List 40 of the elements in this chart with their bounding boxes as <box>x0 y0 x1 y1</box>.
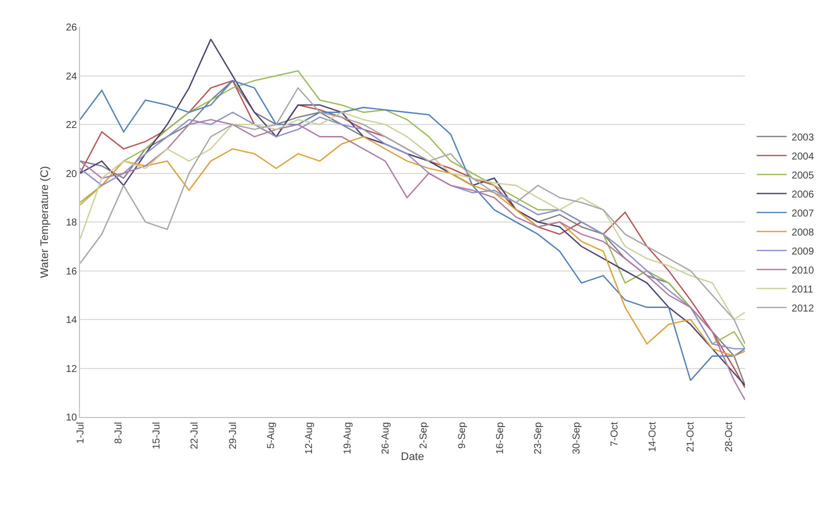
legend-label: 2003 <box>792 132 814 144</box>
y-tick-label: 24 <box>66 71 78 82</box>
legend-label: 2008 <box>792 227 814 238</box>
x-tick-label: 19-Aug <box>342 422 354 454</box>
x-tick-label: 1-Jul <box>75 422 86 444</box>
line-series <box>80 118 745 401</box>
legend-label: 2010 <box>792 265 814 276</box>
x-tick-label: 2-Sep <box>418 422 430 449</box>
y-tick-label: 14 <box>66 315 78 326</box>
legend-label: 2006 <box>792 189 814 200</box>
y-tick-label: 26 <box>66 22 78 34</box>
y-tick-label: 22 <box>66 120 78 131</box>
y-tick-label: 18 <box>66 218 78 228</box>
x-tick-label: 23-Sep <box>533 422 544 454</box>
legend-label: 2007 <box>792 208 814 220</box>
y-tick-label: 20 <box>66 168 78 180</box>
y-axis-title: Water Temperature (C) <box>39 166 51 278</box>
x-tick-label: 5-Aug <box>266 422 278 449</box>
legend-label: 2005 <box>792 170 814 182</box>
x-tick-label: 26-Aug <box>380 422 392 454</box>
x-tick-label: 7-Oct <box>609 422 620 446</box>
legend-label: 2012 <box>792 303 814 314</box>
x-tick-label: 21-Oct <box>686 422 697 452</box>
x-tick-label: 29-Jul <box>228 422 239 450</box>
x-tick-label: 28-Oct <box>724 422 735 452</box>
y-tick-label: 10 <box>66 412 78 424</box>
y-tick-label: 12 <box>66 364 78 375</box>
y-tick-label: 16 <box>66 266 78 278</box>
legend-label: 2009 <box>792 246 814 258</box>
x-tick-label: 15-Jul <box>152 422 163 450</box>
x-tick-label: 22-Jul <box>190 422 201 450</box>
legend-label: 2004 <box>792 151 814 162</box>
x-tick-label: 14-Oct <box>648 422 659 452</box>
x-tick-label: 30-Sep <box>571 422 582 454</box>
legend-label: 2011 <box>792 284 814 296</box>
x-tick-label: 8-Jul <box>113 422 124 444</box>
x-axis-title: Date <box>400 451 424 463</box>
x-tick-label: 12-Aug <box>304 422 316 454</box>
x-tick-label: 16-Sep <box>494 422 506 454</box>
x-tick-label: 9-Sep <box>456 422 468 449</box>
